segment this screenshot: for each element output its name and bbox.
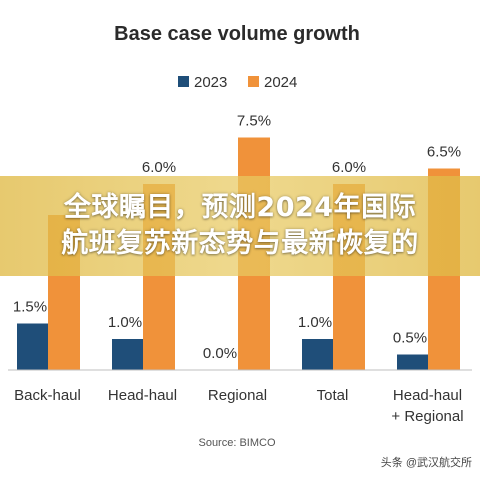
legend-label-2024: 2024 [264, 74, 297, 91]
x-tick-label: Head-haul [108, 387, 177, 404]
legend-swatch-2023 [178, 76, 189, 87]
overlay-line-2: 航班复苏新态势与最新恢复的 [61, 228, 419, 259]
watermark: 头条 @武汉航交所 [381, 455, 472, 469]
legend: 2023 2024 [178, 74, 297, 91]
value-label-2024: 6.0% [332, 159, 366, 176]
value-label-2023: 1.0% [298, 314, 332, 331]
source-note: Source: BIMCO [198, 437, 275, 449]
value-label-2024: 6.0% [142, 159, 176, 176]
value-label-2023: 0.5% [393, 330, 427, 347]
bar-2023-head-haul-regional [397, 354, 429, 370]
bar-2023-back-haul [17, 323, 49, 370]
value-label-2024: 7.5% [237, 113, 271, 130]
bar-2023-total [302, 339, 334, 370]
value-label-2023: 1.0% [108, 314, 142, 331]
x-tick-label: Back-haul [14, 387, 81, 404]
x-tick-label: Head-haul [393, 387, 462, 404]
chart-title: Base case volume growth [114, 23, 360, 45]
legend-label-2023: 2023 [194, 74, 227, 91]
x-tick-label: Regional [208, 387, 267, 404]
value-label-2024: 6.5% [427, 144, 461, 161]
value-label-2023: 1.5% [13, 299, 47, 316]
overlay-banner: 全球瞩目，预测2024年国际 航班复苏新态势与最新恢复的 [0, 176, 480, 276]
value-label-2023: 0.0% [203, 345, 237, 362]
legend-swatch-2024 [248, 76, 259, 87]
overlay-line-1: 全球瞩目，预测2024年国际 [63, 192, 417, 223]
x-tick-label: Total [317, 387, 349, 404]
x-tick-label: + Regional [391, 408, 463, 425]
bar-2023-head-haul [112, 339, 144, 370]
x-tick-labels: Back-haul Head-haul Regional Total Head-haul… [14, 387, 463, 425]
value-labels: 1.5% 1.0% 6.0% 0.0% 7.5% 1.0% 6.0% 0.5% 6.5% [13, 113, 461, 363]
